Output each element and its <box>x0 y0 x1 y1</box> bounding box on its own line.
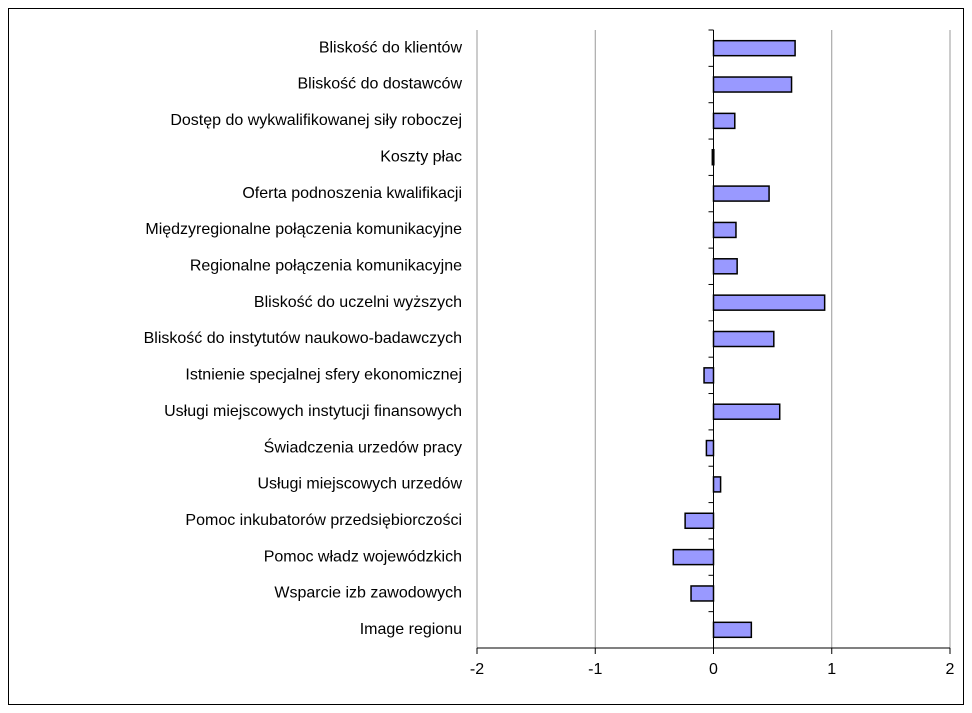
bar <box>712 403 781 420</box>
y-tick-label: Pomoc inkubatorów przedsiębiorczości <box>185 512 462 529</box>
bar <box>712 112 736 130</box>
y-tick-label: Świadczenia urzedów pracy <box>264 437 462 456</box>
x-tick-label: -2 <box>470 661 484 678</box>
y-tick-label: Koszty płac <box>380 148 462 165</box>
y-tick-label: Image regionu <box>360 621 462 638</box>
y-tick-label: Usługi miejscowych urzedów <box>257 476 462 493</box>
x-tick-label: 2 <box>946 661 955 678</box>
y-tick-label: Istnienie specjalnej sfery ekonomicznej <box>185 367 462 384</box>
bar <box>690 585 715 602</box>
y-tick-label: Bliskość do instytutów naukowo-badawczyc… <box>144 330 462 347</box>
x-tick-label: -1 <box>588 661 602 678</box>
bar <box>672 548 715 566</box>
x-tick-label: 0 <box>709 661 718 678</box>
bar <box>712 185 770 202</box>
bar <box>703 367 715 384</box>
y-tick-label: Bliskość do uczelni wyższych <box>254 294 462 311</box>
bar <box>712 476 722 493</box>
y-tick-label: Bliskość do dostawców <box>297 76 462 93</box>
y-tick-label: Oferta podnoszenia kwalifikacji <box>242 185 462 202</box>
bar <box>712 76 793 93</box>
bar <box>705 439 715 457</box>
bar <box>712 294 826 311</box>
bar <box>712 39 796 57</box>
chart-frame <box>8 8 964 705</box>
y-tick-label: Wsparcie izb zawodowych <box>274 585 462 602</box>
bar <box>712 621 753 639</box>
y-tick-label: Pomoc władz wojewódzkich <box>264 548 462 565</box>
bar <box>684 512 715 530</box>
y-tick-label: Usługi miejscowych instytucji finansowyc… <box>164 403 462 420</box>
y-tick-label: Międzyregionalne połączenia komunikacyjn… <box>145 221 462 238</box>
y-tick-label: Dostęp do wykwalifikowanej siły roboczej <box>170 112 462 129</box>
y-tick-label: Regionalne połączenia komunikacyjne <box>190 258 462 275</box>
bar <box>712 221 737 239</box>
x-tick-label: 1 <box>827 661 836 678</box>
bar <box>711 148 715 166</box>
bar <box>712 330 775 348</box>
y-tick-label: Bliskość do klientów <box>319 39 463 56</box>
bar <box>712 258 738 275</box>
